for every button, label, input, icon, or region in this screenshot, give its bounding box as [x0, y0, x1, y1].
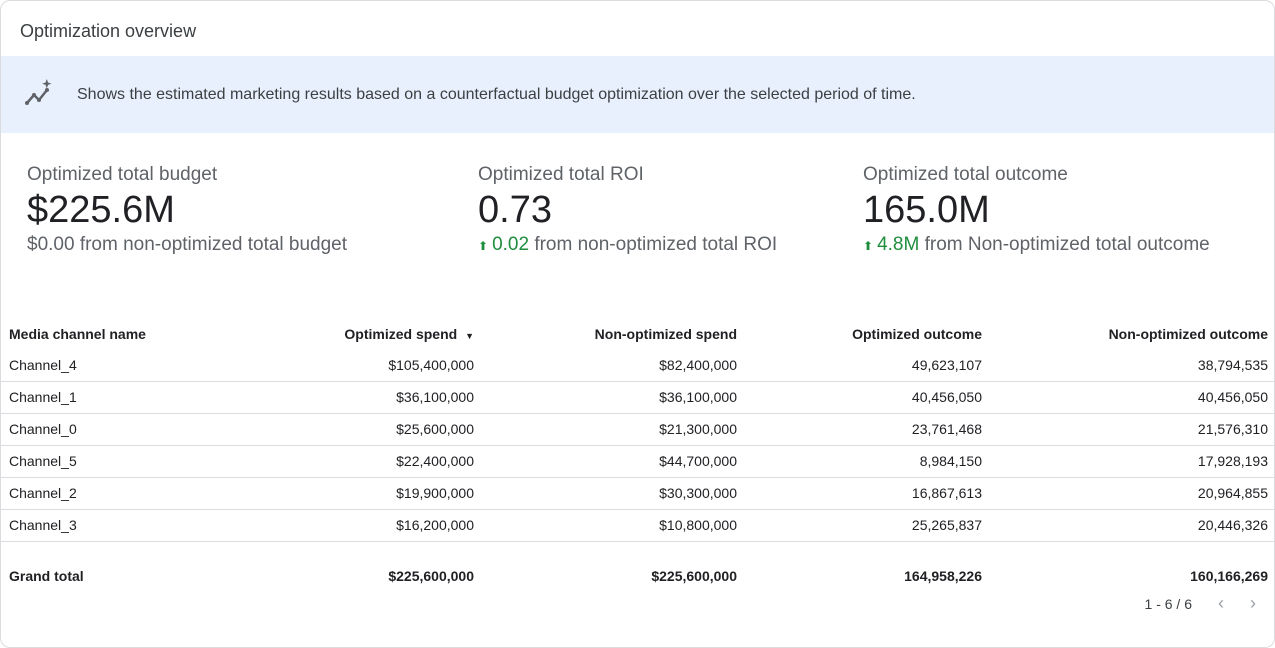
kpi-label: Optimized total budget	[27, 164, 218, 185]
kpi-value: 165.0M	[863, 189, 990, 231]
kpi-total-budget: Optimized total budget $225.6M $0.00 fro…	[27, 164, 347, 256]
table-cell: 40,456,050	[745, 381, 990, 414]
table-cell: 38,794,535	[990, 349, 1274, 382]
table-cell: $25,600,000	[241, 413, 482, 446]
arrow-up-icon: ⬆	[863, 239, 874, 253]
channel-table: Media channel name Optimized spend ▼ Non…	[1, 319, 1274, 591]
kpi-delta-value: $0.00	[27, 234, 75, 255]
table-header-row: Media channel name Optimized spend ▼ Non…	[1, 319, 1274, 349]
total-cell: Grand total	[9, 568, 84, 584]
kpi-total-outcome: Optimized total outcome 165.0M ⬆ 4.8M fro…	[863, 164, 1210, 256]
table-cell: $19,900,000	[241, 477, 482, 510]
arrow-up-icon: ⬆	[478, 239, 489, 253]
kpi-value: $225.6M	[27, 189, 175, 231]
table-cell: 20,446,326	[990, 509, 1274, 542]
table-cell: $10,800,000	[482, 509, 745, 542]
kpi-label: Optimized total outcome	[863, 164, 1068, 185]
table-cell: Channel_4	[1, 349, 241, 382]
next-page-button[interactable]: ›	[1250, 593, 1256, 613]
table-cell: 40,456,050	[990, 381, 1274, 414]
column-header-non-optimized-outcome[interactable]: Non-optimized outcome	[1108, 326, 1268, 342]
column-header-optimized-outcome[interactable]: Optimized outcome	[852, 326, 982, 342]
kpi-delta-value: 4.8M	[877, 234, 920, 255]
kpi-delta-value: 0.02	[492, 234, 530, 255]
table-cell: Channel_1	[1, 381, 241, 414]
table-cell: 8,984,150	[745, 445, 990, 478]
banner-text: Shows the estimated marketing results ba…	[77, 85, 916, 103]
table-cell: 23,761,468	[745, 413, 990, 446]
kpi-delta-text: from non-optimized total ROI	[529, 234, 778, 255]
table-cell: 17,928,193	[990, 445, 1274, 478]
table-cell: $82,400,000	[482, 349, 745, 382]
column-header-channel[interactable]: Media channel name	[9, 326, 146, 342]
table-cell: $36,100,000	[482, 381, 745, 414]
kpi-delta-text: from Non-optimized total outcome	[919, 234, 1210, 255]
table-cell: 49,623,107	[745, 349, 990, 382]
total-cell: $225,600,000	[388, 568, 474, 584]
kpi-label: Optimized total ROI	[478, 164, 644, 185]
info-banner: Shows the estimated marketing results ba…	[1, 56, 1274, 133]
table-row[interactable]: Channel_4 $105,400,000 $82,400,000 49,623,1…	[1, 349, 1274, 382]
kpi-delta: ⬆ 4.8M from Non-optimized total outcome	[863, 234, 1210, 256]
table-cell: $44,700,000	[482, 445, 745, 478]
table-row[interactable]: Channel_5 $22,400,000 $44,700,000 8,984,150…	[1, 445, 1274, 478]
table-cell: Channel_5	[1, 445, 241, 478]
table-cell: 25,265,837	[745, 509, 990, 542]
insights-icon	[25, 78, 52, 105]
kpi-delta: $0.00 from non-optimized total budget	[27, 234, 347, 256]
card-title: Optimization overview	[20, 21, 197, 41]
table-cell: Channel_2	[1, 477, 241, 510]
column-header-non-optimized-spend[interactable]: Non-optimized spend	[594, 326, 737, 342]
pagination: 1 - 6 / 6 ‹ ›	[1145, 593, 1256, 614]
table-row[interactable]: Channel_2 $19,900,000 $30,300,000 16,867,61…	[1, 477, 1274, 510]
pagination-range: 1 - 6 / 6	[1144, 595, 1192, 612]
grand-total-row: Grand total $225,600,000 $225,600,000 164,9…	[1, 561, 1274, 591]
table-cell: $16,200,000	[241, 509, 482, 542]
table-cell: Channel_0	[1, 413, 241, 446]
kpi-delta-text: from non-optimized total budget	[74, 234, 348, 255]
table-cell: $22,400,000	[241, 445, 482, 478]
table-row[interactable]: Channel_3 $16,200,000 $10,800,000 25,265,83…	[1, 509, 1274, 542]
column-header-optimized-spend[interactable]: Optimized spend ▼	[241, 319, 482, 349]
table-cell: 21,576,310	[990, 413, 1274, 446]
table-row[interactable]: Channel_0 $25,600,000 $21,300,000 23,761,46…	[1, 413, 1274, 446]
table-cell: $30,300,000	[482, 477, 745, 510]
table-cell: $21,300,000	[482, 413, 745, 446]
total-cell: 160,166,269	[1190, 568, 1268, 584]
table-row[interactable]: Channel_1 $36,100,000 $36,100,000 40,456,05…	[1, 381, 1274, 414]
sort-desc-icon: ▼	[465, 331, 474, 341]
table-cell: 16,867,613	[745, 477, 990, 510]
table-cell: Channel_3	[1, 509, 241, 542]
kpi-delta: ⬆ 0.02 from non-optimized total ROI	[478, 234, 777, 256]
total-cell: 164,958,226	[904, 568, 982, 584]
table-cell: $36,100,000	[241, 381, 482, 414]
table-cell: $105,400,000	[241, 349, 482, 382]
prev-page-button[interactable]: ‹	[1218, 593, 1224, 613]
total-cell: $225,600,000	[651, 568, 737, 584]
kpi-total-roi: Optimized total ROI 0.73 ⬆ 0.02 from non-…	[478, 164, 777, 256]
column-header-label: Optimized spend	[344, 326, 458, 342]
table-cell: 20,964,855	[990, 477, 1274, 510]
kpi-value: 0.73	[478, 189, 552, 231]
